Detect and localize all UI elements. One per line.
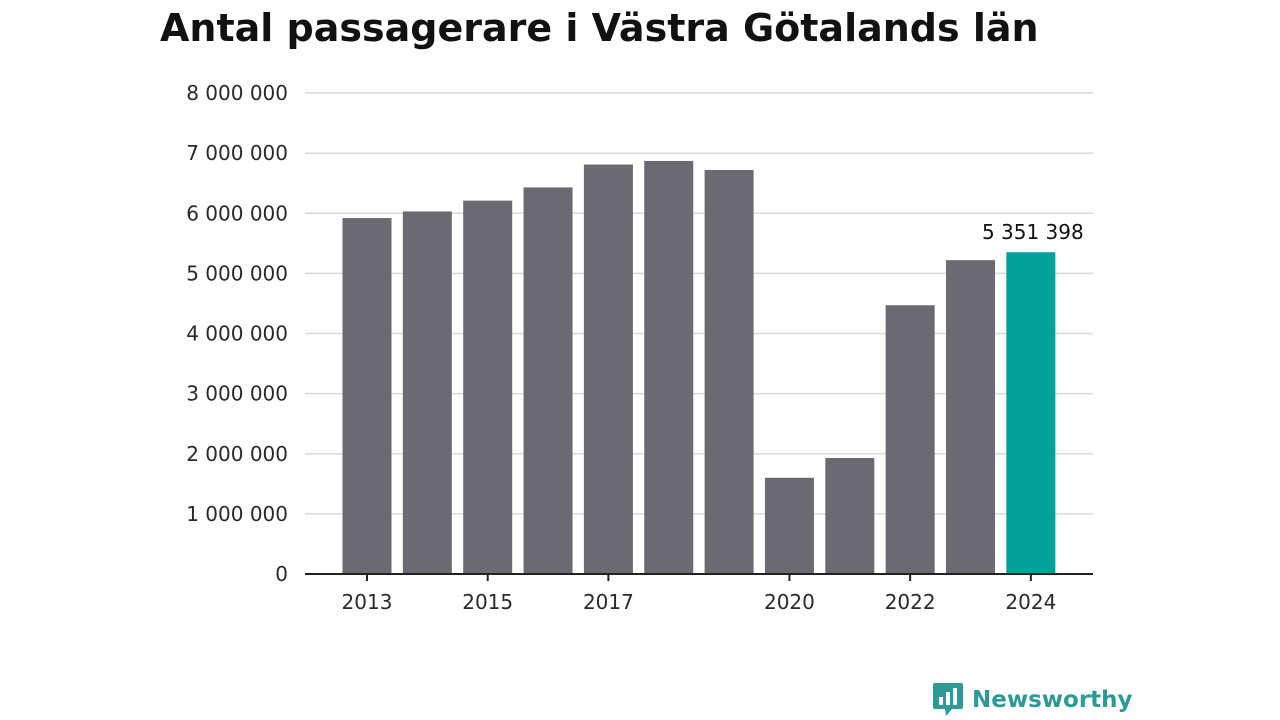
y-tick-label: 1 000 000 <box>186 502 288 526</box>
x-axis-tick-labels: 2013 2015 2017 2020 2022 2024 <box>342 590 1057 614</box>
bar-2022 <box>885 305 935 574</box>
newsworthy-logo-icon <box>933 683 963 716</box>
y-tick-label: 7 000 000 <box>186 141 288 165</box>
bar-2020 <box>764 477 814 574</box>
y-tick-label: 4 000 000 <box>186 322 288 346</box>
bar-2016 <box>523 187 573 575</box>
y-tick-label: 6 000 000 <box>186 201 288 225</box>
bar-2017 <box>583 164 633 574</box>
y-tick-label: 2 000 000 <box>186 442 288 466</box>
bar-2014 <box>402 211 452 575</box>
axes <box>305 573 1093 581</box>
bar-2013 <box>342 218 392 574</box>
brand-name: Newsworthy <box>972 687 1133 713</box>
bar-2018 <box>644 160 694 574</box>
data-labels: 5 351 398 <box>982 220 1084 244</box>
data-label-2024: 5 351 398 <box>982 220 1084 244</box>
y-tick-label: 0 <box>275 562 288 586</box>
x-tick-label: 2013 <box>342 590 393 614</box>
x-tick-label: 2024 <box>1005 590 1056 614</box>
bar-2015 <box>463 200 513 574</box>
brand-logo: Newsworthy <box>932 682 1133 718</box>
x-tick-label: 2020 <box>764 590 815 614</box>
bar-2024 <box>1006 252 1056 574</box>
x-tick-label: 2015 <box>462 590 513 614</box>
bar-2019 <box>704 169 754 574</box>
y-axis-tick-labels: 0 1 000 000 2 000 000 3 000 000 4 000 000 5 0… <box>186 81 288 586</box>
bar-2021 <box>825 457 875 574</box>
chart-title: Antal passagerare i Västra Götalands län <box>160 6 1039 50</box>
bars <box>342 160 1056 575</box>
x-tick-label: 2022 <box>885 590 936 614</box>
bar-2023 <box>946 260 995 574</box>
y-tick-label: 5 000 000 <box>186 261 288 285</box>
y-tick-label: 3 000 000 <box>186 382 288 406</box>
x-tick-label: 2017 <box>583 590 634 614</box>
y-tick-label: 8 000 000 <box>186 81 288 105</box>
